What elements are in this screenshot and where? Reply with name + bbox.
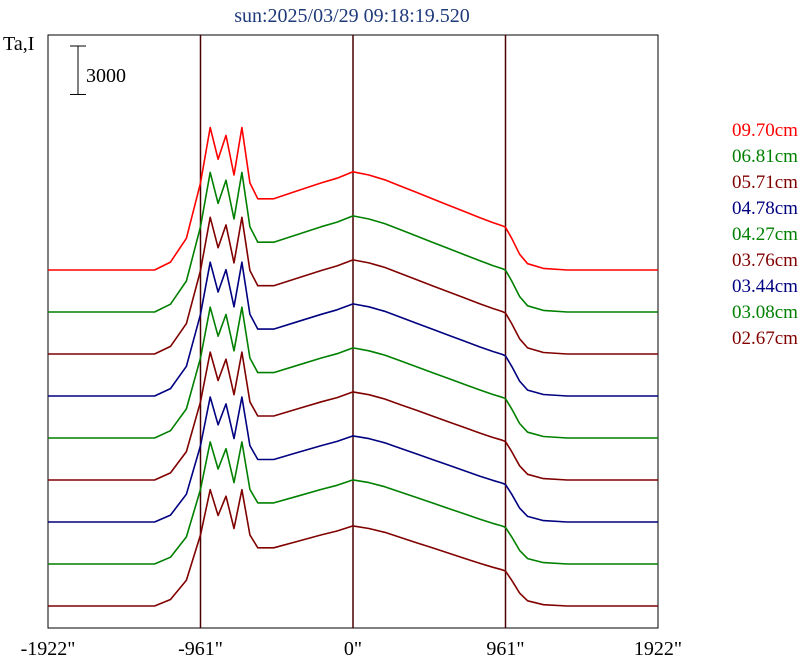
- legend-entry-06.81cm: 06.81cm: [732, 146, 798, 167]
- series-line-02.67cm: [48, 488, 658, 607]
- chart-title: sun:2025/03/29 09:18:19.520: [234, 5, 470, 27]
- legend-entry-04.27cm: 04.27cm: [732, 224, 798, 245]
- legend-entry-03.44cm: 03.44cm: [732, 276, 798, 297]
- series-lines: [48, 126, 658, 607]
- legend-entry-03.08cm: 03.08cm: [732, 302, 798, 323]
- legend-entry-09.70cm: 09.70cm: [732, 120, 798, 141]
- x-tick-label-2: 0": [344, 638, 362, 660]
- vertical-markers: [199, 35, 507, 628]
- series-line-04.78cm: [48, 261, 658, 397]
- y-axis-label: Ta,I: [3, 33, 34, 55]
- series-line-03.44cm: [48, 396, 658, 523]
- x-axis-tick-labels: -1922" -961" 0" 961" 1922": [21, 638, 683, 660]
- x-tick-label-0: -1922": [21, 638, 76, 660]
- scale-bar: 3000: [70, 45, 126, 95]
- legend-entry-04.78cm: 04.78cm: [732, 198, 798, 219]
- legend-entry-02.67cm: 02.67cm: [732, 328, 798, 349]
- series-line-05.71cm: [48, 216, 658, 355]
- scale-bar-label: 3000: [86, 65, 126, 87]
- legend-entry-03.76cm: 03.76cm: [732, 250, 798, 271]
- series-line-03.76cm: [48, 351, 658, 481]
- series-line-03.08cm: [48, 441, 658, 565]
- x-tick-label-1: -961": [178, 638, 223, 660]
- legend-entry-05.71cm: 05.71cm: [732, 172, 798, 193]
- series-line-09.70cm: [48, 126, 658, 271]
- series-line-04.27cm: [48, 306, 658, 439]
- x-tick-label-4: 1922": [634, 638, 682, 660]
- legend: 09.70cm 06.81cm 05.71cm 04.78cm 04.27cm 03.76…: [732, 120, 798, 349]
- series-line-06.81cm: [48, 171, 658, 313]
- x-tick-label-3: 961": [486, 638, 524, 660]
